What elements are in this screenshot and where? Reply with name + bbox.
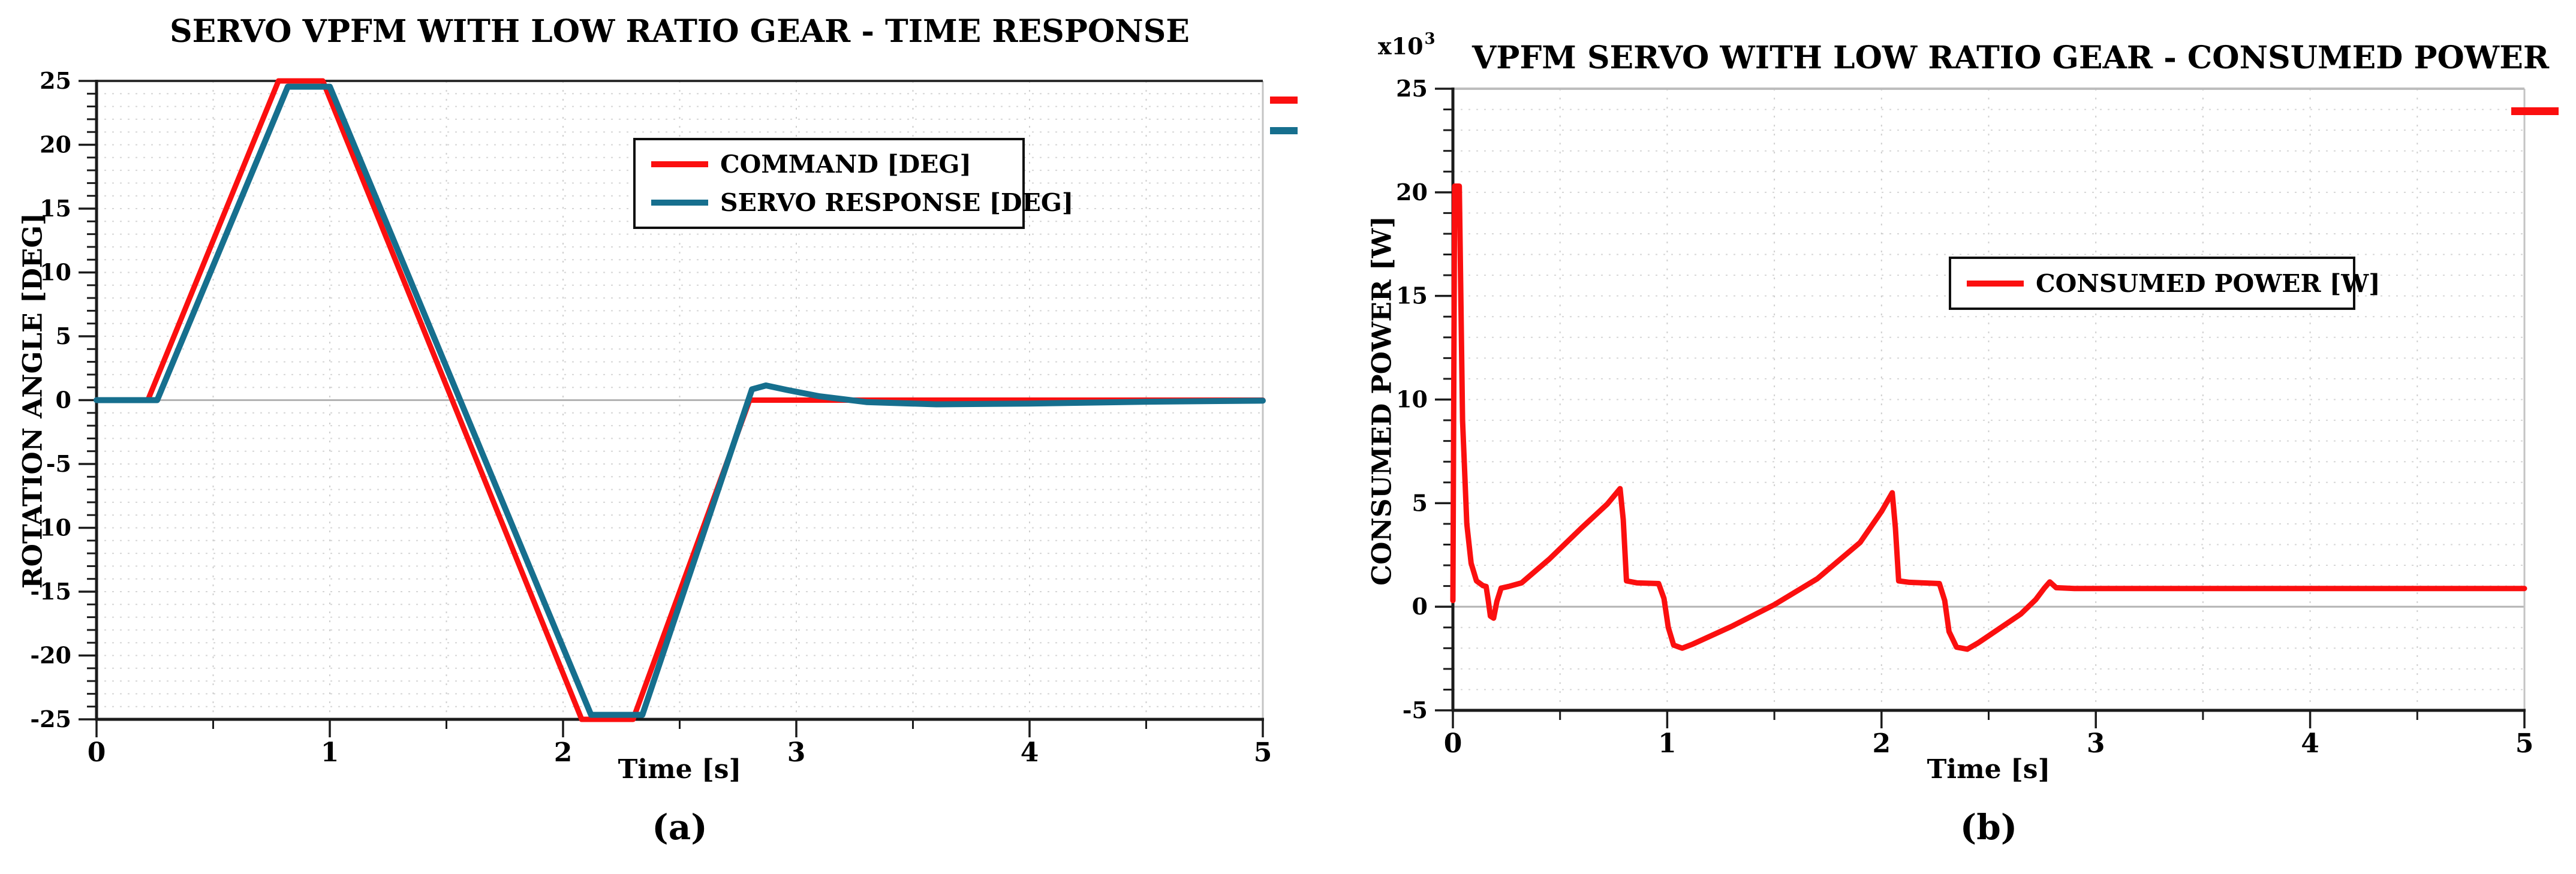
y-tick-label: 10 (40, 514, 71, 541)
y-tick-label: 20 (40, 131, 71, 158)
y-tick-label: 15 (40, 195, 71, 222)
y-tick-label: 0 (1412, 593, 1428, 620)
y-tick-label: -5 (46, 450, 71, 477)
chart-a-x-axis-title: Time [s] (618, 754, 742, 785)
y-tick-label: -20 (30, 642, 71, 669)
x-tick-label: 4 (2301, 728, 2319, 759)
y-tick-label: 25 (40, 67, 71, 94)
x-tick-label: 5 (1254, 737, 1272, 768)
consumed-power-line-swatch (1967, 280, 2024, 287)
legend-label-servo-response: SERVO RESPONSE [DEG] (720, 188, 1074, 217)
chart-panel-b: 25 20 15 10 5 0 -5 0 1 2 3 4 5 VPFM SERVO WITH LOW R… (1349, 0, 2576, 874)
consumed-power-w-line (1450, 183, 2527, 652)
legend-item-consumed-power: CONSUMED POWER [W] (1967, 269, 2381, 298)
chart-b-x-axis-title: Time [s] (1927, 754, 2051, 785)
legend-item-servo-response: SERVO RESPONSE [DEG] (651, 188, 1073, 217)
chart-b-legend: CONSUMED POWER [W] (1949, 257, 2381, 310)
servo-response-line-swatch (651, 200, 708, 206)
y-tick-label: -25 (30, 706, 71, 733)
y-tick-label: 15 (1396, 282, 1428, 309)
y-tick-label: 0 (56, 387, 71, 414)
y-tick-label: 20 (1396, 179, 1428, 206)
chart-a-y-axis-title: ROTATION ANGLE [DEG] (17, 213, 49, 589)
x-tick-label: 0 (1444, 728, 1462, 759)
y-tick-label: 10 (40, 259, 71, 286)
subfigure-caption-a: (a) (652, 807, 708, 848)
y-tick-label: -5 (1403, 697, 1428, 724)
clipped-legend-mark-red (2511, 107, 2559, 115)
legend-label-consumed-power: CONSUMED POWER [W] (2036, 269, 2381, 298)
servo-response-deg-line (94, 83, 1266, 718)
x-tick-label: 5 (2515, 728, 2534, 759)
clipped-legend-mark-red (1270, 97, 1298, 104)
x-tick-label: 3 (2087, 728, 2105, 759)
chart-panel-a: 25 20 15 10 5 0 -5 10 -15 -20 -25 0 1 2 3 4 5 SERVO VPFM… (17, 13, 1298, 848)
clipped-legend-mark-teal (1270, 127, 1298, 134)
x-tick-label: 4 (1021, 737, 1039, 768)
legend-item-command: COMMAND [DEG] (651, 150, 1022, 179)
subfigure-caption-b: (b) (1960, 807, 2018, 848)
x-tick-label: 2 (554, 737, 573, 768)
y-axis-multiplier-base: x10 (1378, 32, 1424, 60)
x-tick-label: 3 (787, 737, 806, 768)
y-tick-label: 10 (1396, 386, 1428, 413)
y-tick-label: 5 (56, 323, 71, 349)
legend-label-command: COMMAND [DEG] (720, 150, 971, 179)
chart-b-y-axis-title: CONSUMED POWER [W] (1367, 216, 1398, 586)
x-tick-label: 2 (1872, 728, 1891, 759)
chart-a-title: SERVO VPFM WITH LOW RATIO GEAR - TIME RE… (170, 13, 1190, 50)
time-response-chart-plot: 25 20 15 10 5 0 -5 10 -15 -20 -25 0 1 2 3 4 5 (30, 67, 1272, 768)
x-tick-label: 1 (321, 737, 339, 768)
command-line-swatch (651, 161, 708, 167)
y-axis-multiplier: x103 (1378, 30, 1436, 60)
y-axis-multiplier-exponent: 3 (1424, 30, 1436, 48)
x-tick-label: 1 (1658, 728, 1677, 759)
chart-a-legend: COMMAND [DEG] SERVO RESPONSE [DEG] (633, 138, 1073, 229)
y-tick-label: 25 (1396, 75, 1428, 102)
consumed-power-chart-plot: 25 20 15 10 5 0 -5 0 1 2 3 4 5 (1396, 75, 2534, 759)
x-tick-label: 0 (88, 737, 106, 768)
y-tick-label: 5 (1412, 489, 1428, 516)
y-tick-label: -15 (30, 578, 71, 605)
chart-b-title: VPFM SERVO WITH LOW RATIO GEAR - CONSUME… (1471, 40, 2550, 76)
